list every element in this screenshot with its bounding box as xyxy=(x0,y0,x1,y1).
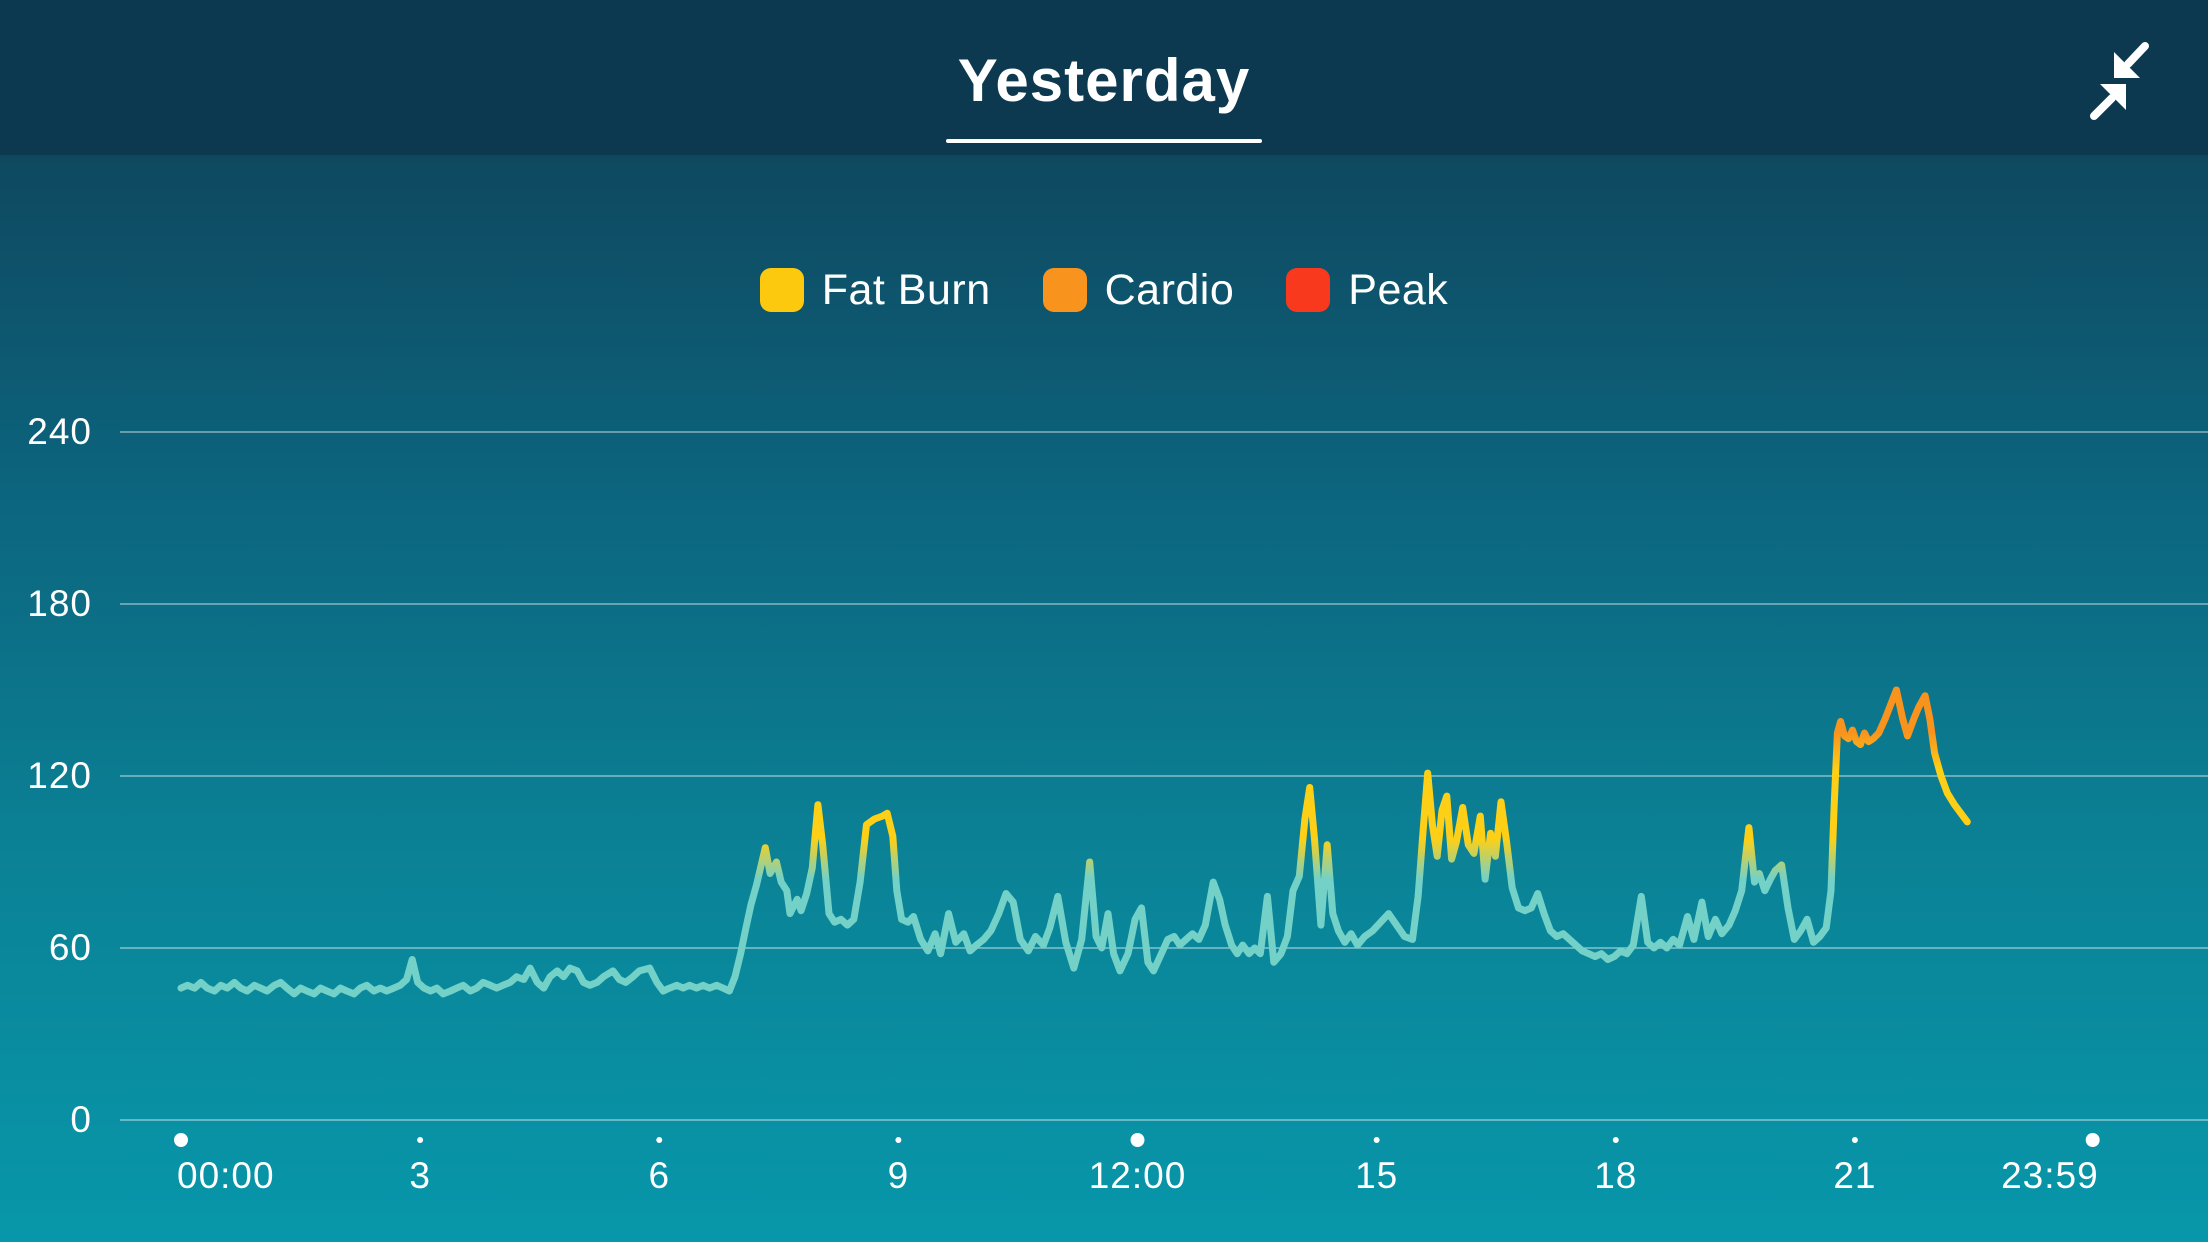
gridlines xyxy=(120,431,2208,1121)
tick-dot-15 xyxy=(1373,1137,1380,1143)
cardio-swatch-icon xyxy=(1042,268,1087,312)
y-axis-label-0: 0 xyxy=(70,1099,92,1140)
tick-dot-9 xyxy=(895,1137,902,1143)
title-underline xyxy=(946,139,1262,143)
peak-swatch-icon xyxy=(1286,268,1331,312)
x-axis-label-6: 6 xyxy=(648,1155,671,1196)
collapse-icon[interactable] xyxy=(2088,38,2150,122)
tick-dot-18 xyxy=(1612,1137,1619,1143)
y-axis-label-60: 60 xyxy=(48,927,92,968)
x-axis-label-9: 9 xyxy=(887,1155,910,1196)
tick-dot-6 xyxy=(656,1137,663,1143)
x-axis-label-15: 15 xyxy=(1355,1155,1399,1196)
chart-legend: Fat Burn Cardio Peak xyxy=(0,266,2208,314)
x-axis-label-00:00: 00:00 xyxy=(177,1155,275,1196)
legend-label: Cardio xyxy=(1104,265,1235,314)
y-axis-label-120: 120 xyxy=(27,755,92,796)
tick-dot-3 xyxy=(417,1137,424,1143)
tick-dot-12:00 xyxy=(1130,1133,1145,1147)
x-axis-label-18: 18 xyxy=(1594,1155,1638,1196)
x-axis-label-21: 21 xyxy=(1833,1155,1877,1196)
tick-dot-00:00 xyxy=(174,1133,188,1147)
legend-label: Peak xyxy=(1348,265,1449,314)
x-axis-label-3: 3 xyxy=(409,1155,431,1196)
x-axis-label-23:59: 23:59 xyxy=(2001,1155,2099,1196)
legend-item-cardio: Cardio xyxy=(1042,265,1235,315)
legend-item-fat-burn: Fat Burn xyxy=(759,265,991,315)
legend-label: Fat Burn xyxy=(821,265,991,314)
x-axis-label-12:00: 12:00 xyxy=(1088,1155,1187,1196)
heart-rate-line xyxy=(177,686,1971,998)
fat-burn-swatch-icon xyxy=(759,268,804,312)
page-title: Yesterday xyxy=(957,47,1251,114)
legend-item-peak: Peak xyxy=(1286,266,1448,315)
y-axis-label-180: 180 xyxy=(27,583,92,624)
tick-dot-21 xyxy=(1851,1137,1858,1143)
header: Yesterday xyxy=(0,0,2208,155)
y-axis-label-240: 240 xyxy=(27,411,92,452)
tick-dot-23:59 xyxy=(2085,1133,2100,1147)
axis-tick-dots xyxy=(174,1133,2100,1147)
